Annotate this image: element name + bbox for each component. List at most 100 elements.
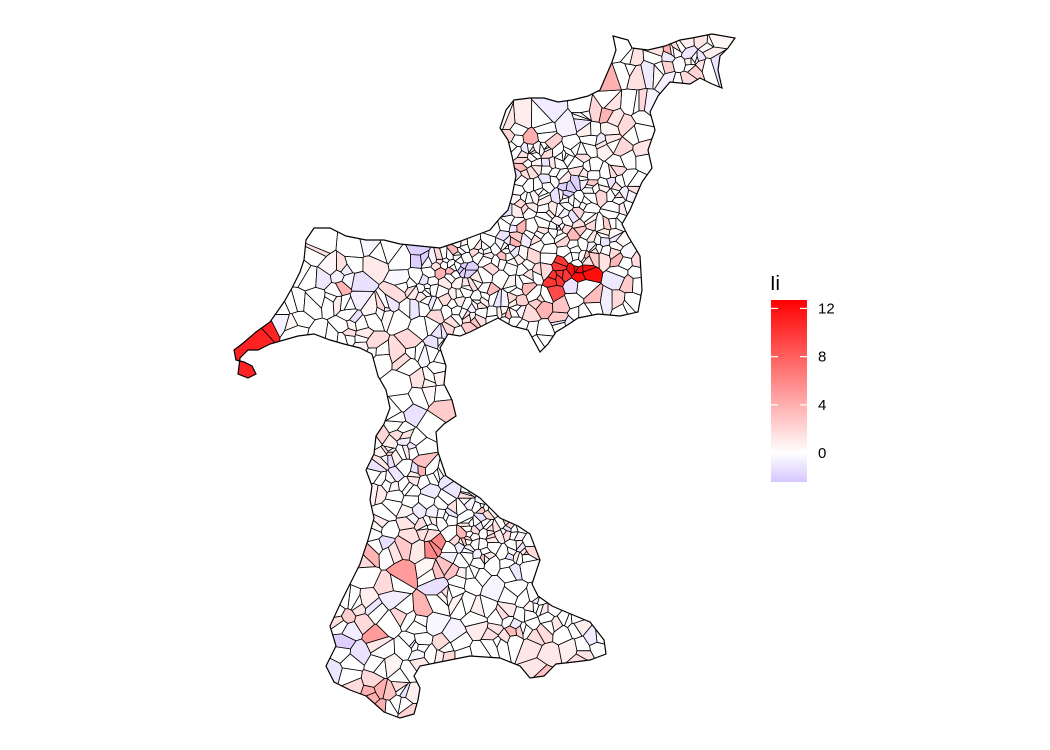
voronoi-cell	[261, 635, 343, 718]
voronoi-cell	[479, 546, 492, 555]
voronoi-cell	[564, 292, 585, 310]
voronoi-cell	[436, 508, 446, 519]
voronoi-cell	[442, 141, 518, 175]
voronoi-cell	[459, 551, 474, 566]
voronoi-cells	[234, 34, 735, 718]
voronoi-cell	[409, 298, 420, 321]
legend-tick-label: 8	[818, 349, 826, 366]
voronoi-cell	[588, 93, 603, 123]
voronoi-cell	[234, 257, 281, 349]
voronoi-cell	[500, 451, 555, 526]
voronoi-cell	[514, 587, 531, 609]
voronoi-cell	[335, 179, 365, 259]
voronoi-cell	[557, 207, 570, 219]
voronoi-cell	[633, 122, 677, 143]
voronoi-cell	[502, 524, 512, 533]
voronoi-cell	[549, 175, 560, 189]
voronoi-cell	[642, 34, 695, 49]
voronoi-cell	[522, 126, 539, 145]
voronoi-cell	[570, 550, 646, 624]
voronoi-cell	[632, 89, 640, 115]
voronoi-cell	[393, 328, 424, 350]
legend: Ii 12 8 4 0	[770, 273, 835, 482]
voronoi-cell	[377, 590, 413, 611]
voronoi-cell	[599, 244, 612, 257]
voronoi-cell	[531, 98, 554, 129]
voronoi-cell	[490, 254, 501, 269]
voronoi-cell	[528, 239, 545, 253]
voronoi-cell	[450, 178, 501, 238]
voronoi-cell	[598, 208, 620, 220]
voronoi-cell	[395, 357, 422, 377]
voronoi-cell	[432, 558, 445, 580]
voronoi-cell	[515, 293, 529, 307]
voronoi-cell	[554, 107, 578, 138]
voronoi-cell	[465, 425, 531, 499]
region-outline	[233, 33, 737, 719]
voronoi-cell	[661, 50, 676, 63]
voronoi-cell	[459, 491, 474, 497]
voronoi-cell	[354, 334, 370, 343]
voronoi-cell	[274, 545, 352, 610]
voronoi-cell	[588, 156, 604, 172]
voronoi-cell	[304, 510, 383, 543]
voronoi-cell	[413, 517, 428, 531]
voronoi-cell	[330, 332, 350, 396]
voronoi-cell	[469, 537, 480, 551]
voronoi-cell	[506, 546, 518, 557]
voronoi-cell	[383, 306, 392, 312]
legend-ticks: 12 8 4 0	[771, 300, 835, 462]
voronoi-cell	[341, 272, 356, 291]
voronoi-cell	[680, 45, 699, 60]
voronoi-cell	[487, 439, 561, 520]
voronoi-cell	[572, 225, 588, 237]
voronoi-cell	[453, 260, 462, 272]
voronoi-cell	[520, 190, 528, 203]
voronoi-cell	[521, 178, 534, 194]
voronoi-cell	[621, 124, 640, 146]
voronoi-cell	[415, 528, 429, 542]
voronoi-cell	[450, 314, 463, 327]
voronoi-cell	[417, 493, 436, 510]
voronoi-cell	[521, 482, 599, 547]
voronoi-cell	[397, 630, 416, 647]
voronoi-cell	[482, 246, 493, 255]
voronoi-cell	[707, 34, 735, 50]
voronoi-cell	[586, 170, 601, 181]
voronoi-cell	[525, 284, 543, 303]
voronoi-cell	[513, 638, 543, 666]
voronoi-cell	[537, 611, 556, 624]
voronoi-cell	[561, 133, 582, 151]
voronoi-cell	[494, 334, 588, 412]
voronoi-cell	[521, 302, 542, 323]
voronoi-cell	[426, 472, 440, 487]
voronoi-cell	[486, 529, 495, 537]
voronoi-cell	[332, 295, 343, 317]
voronoi-cell	[327, 566, 382, 590]
voronoi-cell	[515, 541, 526, 553]
voronoi-cell	[343, 295, 357, 311]
voronoi-cell	[499, 305, 509, 316]
voronoi-cell	[540, 157, 551, 167]
voronoi-cell	[420, 266, 436, 278]
voronoi-cell	[630, 218, 709, 278]
voronoi-cell	[526, 247, 541, 265]
voronoi-cell	[608, 228, 625, 240]
voronoi-cell	[576, 141, 588, 155]
voronoi-cell	[512, 50, 533, 130]
legend-tick-label: 4	[818, 397, 826, 414]
voronoi-cell	[509, 617, 523, 630]
voronoi-cell	[536, 573, 565, 606]
voronoi-cell	[618, 201, 629, 217]
voronoi-cell	[437, 439, 488, 477]
voronoi-cell	[294, 633, 357, 650]
voronoi-cell	[385, 489, 405, 503]
voronoi-cell	[458, 243, 471, 254]
voronoi-cell	[348, 309, 364, 324]
voronoi-cell	[625, 189, 691, 222]
voronoi-cell	[428, 540, 443, 558]
voronoi-cell	[460, 321, 497, 376]
voronoi-cell	[351, 603, 367, 617]
voronoi-cell	[416, 576, 450, 596]
